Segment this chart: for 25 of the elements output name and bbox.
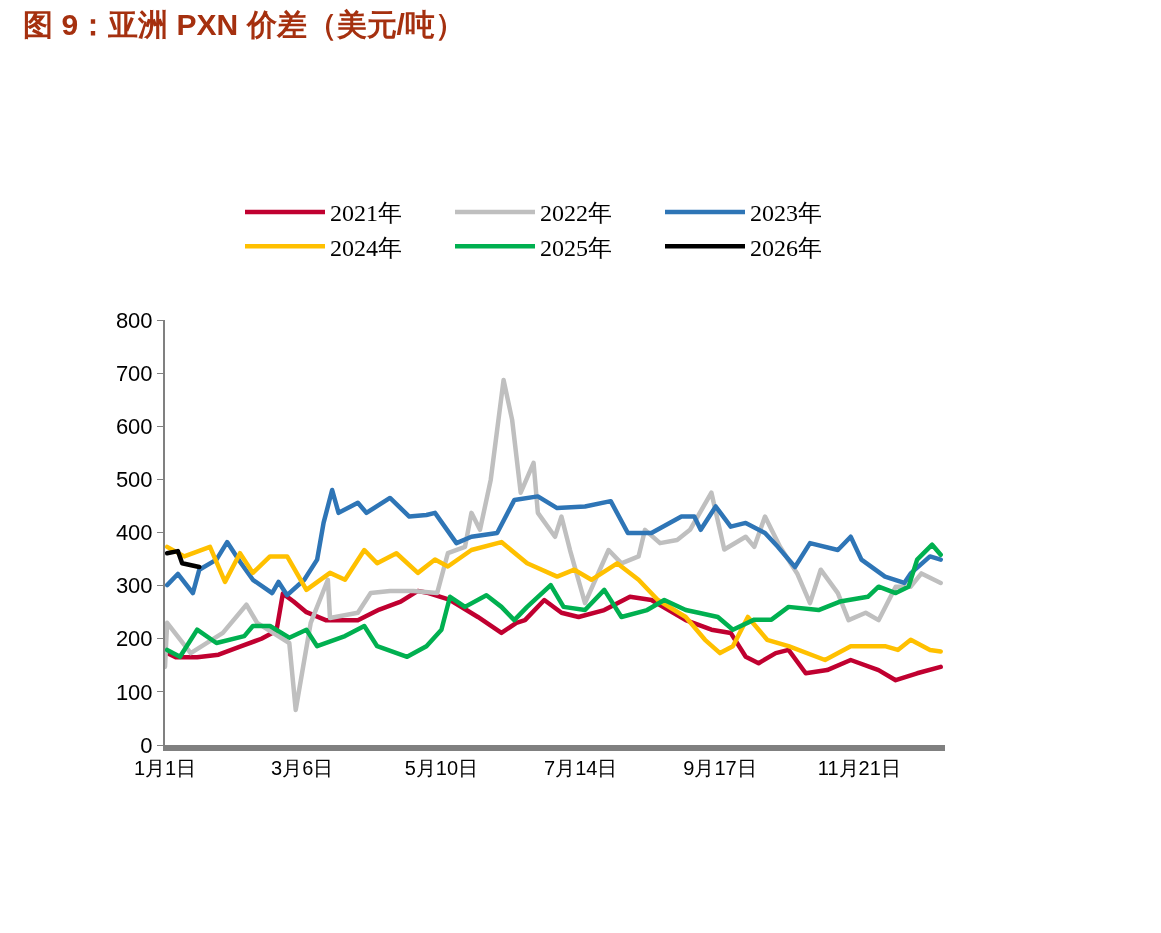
y-tick-label: 100	[115, 679, 153, 705]
x-tick-label: 3月6日	[271, 757, 334, 779]
chart-title: 图 9：亚洲 PXN 价差（美元/吨）	[23, 7, 465, 41]
y-tick-label: 700	[115, 360, 153, 386]
legend-label: 2026年	[750, 234, 822, 261]
x-tick-label: 9月17日	[683, 757, 757, 779]
y-tick-label: 200	[115, 626, 153, 652]
y-tick-label: 800	[115, 307, 153, 333]
x-tick-label: 11月21日	[817, 757, 901, 779]
line-series	[165, 487, 943, 598]
line-series	[165, 377, 943, 713]
x-tick-label: 1月1日	[133, 757, 197, 779]
legend-label: 2025年	[540, 234, 612, 261]
x-tick-label: 5月10日	[404, 757, 479, 779]
legend-label: 2022年	[540, 200, 612, 227]
legend-label: 2023年	[750, 200, 822, 227]
legend-label: 2021年	[330, 200, 402, 227]
legend-label: 2024年	[330, 234, 402, 261]
y-tick-label: 400	[115, 520, 153, 546]
y-tick-label: 600	[115, 413, 153, 439]
x-tick-label: 7月14日	[544, 757, 618, 779]
line-series	[165, 548, 202, 570]
y-tick-label: 500	[115, 467, 153, 493]
y-tick-label: 0	[140, 732, 153, 758]
y-tick-label: 300	[115, 573, 153, 599]
